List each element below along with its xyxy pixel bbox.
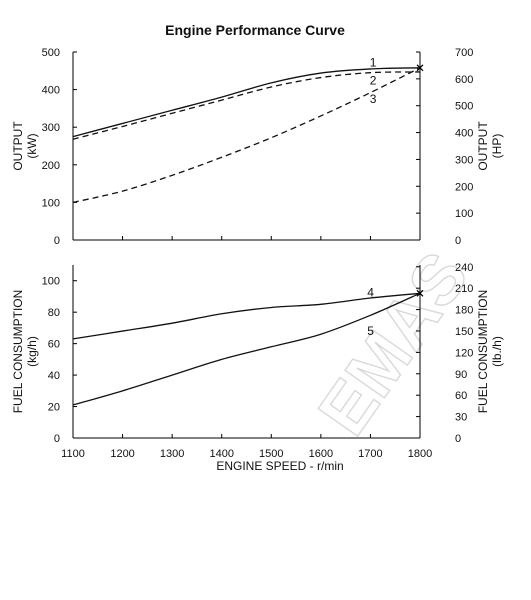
x-axis-title: ENGINE SPEED - r/min — [216, 459, 343, 473]
series-line-3 — [72, 67, 421, 204]
left-axis-title-line: FUEL CONSUMPTION — [11, 290, 25, 414]
bottom-tick-label: 1100 — [61, 448, 85, 460]
endpoint-marker — [416, 64, 424, 72]
bottom-tick-label: 1800 — [408, 448, 432, 460]
fuel-consumption-panel: 0 20 40 60 80 100 0 30 60 90 120 150 180 210 240 1100 12… — [11, 262, 504, 473]
series-line-4 — [72, 292, 421, 340]
right-tick-label: 400 — [455, 128, 473, 140]
left-tick-label: 100 — [42, 197, 60, 209]
right-tick-label: 60 — [455, 390, 467, 402]
left-axis-title-line: (kg/h) — [25, 336, 39, 367]
left-axis-title: FUEL CONSUMPTION(kg/h) — [11, 290, 39, 414]
right-tick-label: 120 — [455, 347, 473, 359]
right-tick-label: 600 — [455, 74, 473, 86]
left-tick-label: 20 — [48, 402, 60, 414]
left-tick-label: 200 — [42, 160, 60, 172]
right-axis-title-line: OUTPUT — [476, 121, 490, 171]
right-tick-label: 180 — [455, 305, 473, 317]
bottom-tick-label: 1600 — [309, 448, 333, 460]
right-axis-title-line: (HP) — [490, 134, 504, 159]
left-axis-title-line: OUTPUT — [11, 121, 25, 171]
endpoint-marker — [416, 289, 424, 297]
series-label-4: 4 — [367, 286, 374, 300]
right-tick-label: 200 — [455, 181, 473, 193]
series-label-2: 2 — [370, 73, 377, 87]
series-line-5 — [72, 292, 421, 406]
left-tick-label: 100 — [42, 276, 60, 288]
left-tick-label: 40 — [48, 370, 60, 382]
series-label-3: 3 — [370, 92, 377, 106]
right-tick-label: 240 — [455, 262, 473, 274]
left-tick-label: 0 — [54, 235, 60, 247]
bottom-tick-label: 1500 — [259, 448, 283, 460]
left-tick-label: 0 — [54, 433, 60, 445]
right-tick-label: 100 — [455, 208, 473, 220]
bottom-tick-label: 1700 — [358, 448, 382, 460]
series-label-1: 1 — [370, 55, 377, 69]
left-tick-label: 60 — [48, 339, 60, 351]
left-tick-label: 300 — [42, 122, 60, 134]
bottom-tick-label: 1400 — [209, 448, 233, 460]
right-tick-label: 500 — [455, 101, 473, 113]
right-axis-title-line: (lb./h) — [490, 336, 504, 367]
right-axis-title: FUEL CONSUMPTION(lb./h) — [476, 290, 504, 414]
right-tick-label: 90 — [455, 369, 467, 381]
right-tick-label: 30 — [455, 412, 467, 424]
bottom-tick-label: 1300 — [160, 448, 184, 460]
series-line-1 — [72, 67, 421, 138]
left-tick-label: 500 — [42, 47, 60, 59]
left-tick-label: 80 — [48, 307, 60, 319]
right-tick-label: 0 — [455, 235, 461, 247]
chart-title: Engine Performance Curve — [165, 22, 345, 38]
output-panel: 0 100 200 300 400 500 0 100 200 300 400 500 600 700 OU… — [11, 47, 504, 247]
right-tick-label: 210 — [455, 283, 473, 295]
left-tick-label: 400 — [42, 85, 60, 97]
bottom-tick-label: 1200 — [110, 448, 134, 460]
right-tick-label: 0 — [455, 433, 461, 445]
series-label-5: 5 — [367, 324, 374, 338]
right-tick-label: 300 — [455, 154, 473, 166]
right-axis-title-line: FUEL CONSUMPTION — [476, 290, 490, 414]
right-tick-label: 150 — [455, 326, 473, 338]
left-axis-title: OUTPUT(kW) — [11, 121, 39, 171]
series-line-2 — [72, 71, 421, 140]
right-tick-label: 700 — [455, 47, 473, 59]
right-axis-title: OUTPUT(HP) — [476, 121, 504, 171]
left-axis-title-line: (kW) — [25, 133, 39, 158]
